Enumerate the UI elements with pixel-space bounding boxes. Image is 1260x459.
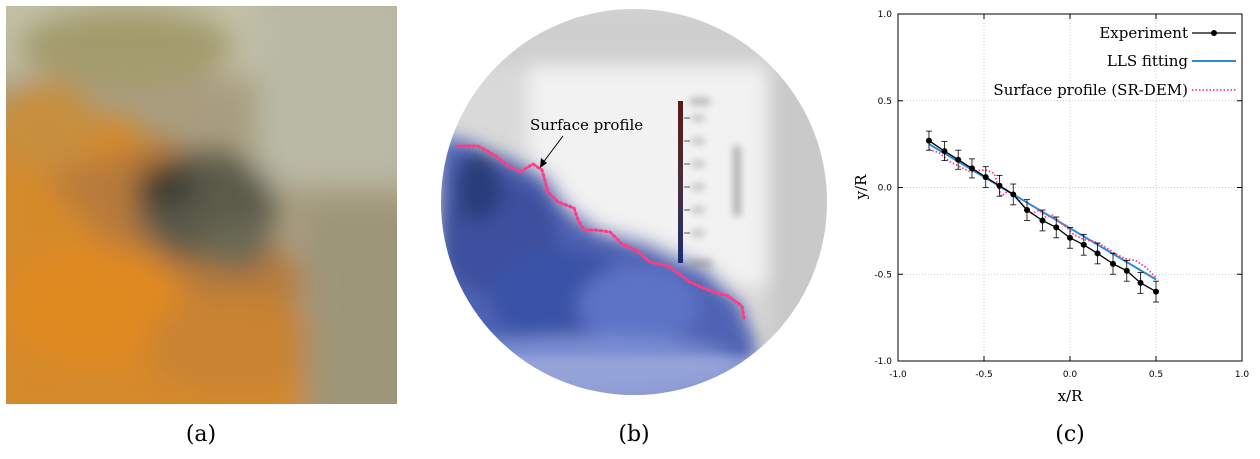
x-axis-label: x/R — [1058, 387, 1084, 404]
caption-c: (c) — [1055, 422, 1085, 447]
caption-a: (a) — [185, 422, 217, 447]
colorbar — [678, 101, 683, 263]
experiment-point — [996, 182, 1003, 189]
y-tick-label: 0.5 — [878, 97, 892, 107]
experiment-point — [1010, 191, 1017, 198]
experiment-point — [955, 156, 962, 163]
experiment-point — [982, 174, 989, 181]
caption-b: (b) — [618, 422, 650, 447]
y-tick-label: 0.0 — [878, 184, 893, 194]
experiment-point — [1039, 217, 1046, 224]
x-tick-label: 1.0 — [1235, 370, 1250, 380]
line-chart: -1.0 -0.5 0.0 0.5 1.0 1.0 0.5 0.0 -0.5 -1.0 Exper… — [852, 10, 1249, 405]
experiment-point — [1024, 207, 1030, 214]
legend-label: Surface profile (SR-DEM) — [993, 81, 1188, 99]
legend-swatch-marker — [1211, 30, 1217, 36]
y-tick-label: 1.0 — [878, 10, 893, 20]
experiment-point — [1067, 234, 1073, 241]
series — [925, 130, 1159, 303]
legend-label: Experiment — [1099, 24, 1188, 42]
experiment-point — [925, 137, 932, 144]
y-tick-label: -0.5 — [874, 270, 892, 280]
x-tick-label: -1.0 — [889, 370, 907, 380]
colorbar-ticks — [684, 117, 690, 234]
blurred-photo — [6, 6, 397, 404]
experiment-point — [1123, 267, 1130, 274]
legend: Experiment LLS fitting Surface profile (SR… — [993, 24, 1236, 99]
grid — [898, 14, 1242, 361]
x-tick-label: 0.5 — [1149, 370, 1163, 380]
experiment-point — [1110, 260, 1116, 267]
experiment-point — [968, 165, 975, 172]
annotation-arrow — [541, 135, 564, 165]
experiment-point — [1137, 279, 1144, 286]
panel-c-chart: -1.0 -0.5 0.0 0.5 1.0 1.0 0.5 0.0 -0.5 -1.0 Exper… — [850, 4, 1260, 405]
experiment-point — [1094, 250, 1101, 257]
legend-label: LLS fitting — [1107, 52, 1188, 70]
circular-field: Surface profile — [441, 9, 827, 395]
y-axis-label: y/R — [852, 174, 870, 201]
colorbar-smudge — [690, 99, 740, 266]
experiment-point — [941, 148, 948, 155]
surface-profile-line — [456, 144, 746, 320]
experiment-point — [1080, 241, 1087, 248]
experiment-point — [1053, 224, 1060, 231]
x-tick-label: 0.0 — [1063, 370, 1078, 380]
y-tick-label: -1.0 — [874, 357, 892, 367]
annotation-arrowhead — [540, 158, 547, 168]
x-tick-label: -0.5 — [975, 370, 993, 380]
panel-b-field: Surface profile — [438, 6, 830, 398]
axis-ticks: -1.0 -0.5 0.0 0.5 1.0 1.0 0.5 0.0 -0.5 -1.0 — [874, 10, 1249, 380]
surface-profile-label: Surface profile — [530, 116, 643, 134]
series-line-surface-profile — [928, 148, 1157, 279]
panel-a-image — [6, 6, 397, 404]
experiment-point — [1153, 288, 1159, 295]
